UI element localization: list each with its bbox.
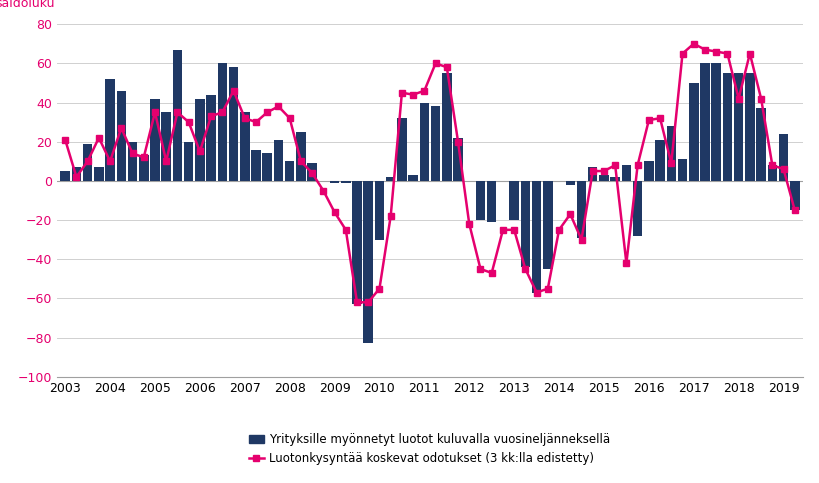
- Bar: [161, 112, 171, 181]
- Bar: [532, 181, 541, 293]
- Bar: [116, 91, 126, 181]
- Bar: [364, 181, 373, 343]
- Bar: [397, 118, 407, 181]
- Bar: [229, 67, 238, 181]
- Bar: [622, 165, 631, 181]
- Bar: [71, 167, 81, 181]
- Bar: [94, 167, 104, 181]
- Bar: [150, 99, 160, 181]
- Bar: [330, 181, 339, 183]
- Bar: [386, 177, 396, 181]
- Bar: [712, 63, 721, 181]
- Bar: [341, 181, 351, 183]
- Bar: [61, 171, 70, 181]
- Bar: [521, 181, 530, 267]
- Bar: [577, 181, 586, 238]
- Bar: [756, 108, 766, 181]
- Bar: [633, 181, 642, 236]
- Bar: [667, 126, 676, 181]
- Bar: [375, 181, 384, 240]
- Bar: [274, 140, 283, 181]
- Bar: [128, 142, 138, 181]
- Bar: [790, 181, 799, 210]
- Bar: [218, 63, 227, 181]
- Bar: [409, 175, 418, 181]
- Bar: [419, 102, 429, 181]
- Bar: [240, 112, 250, 181]
- Bar: [700, 63, 710, 181]
- Bar: [431, 106, 441, 181]
- Bar: [262, 154, 272, 181]
- Bar: [476, 181, 485, 220]
- Bar: [779, 134, 789, 181]
- Bar: [509, 181, 519, 220]
- Bar: [722, 73, 732, 181]
- Bar: [655, 140, 665, 181]
- Bar: [173, 50, 182, 181]
- Bar: [745, 73, 754, 181]
- Bar: [442, 73, 451, 181]
- Legend: Yrityksille myönnetyt luotot kuluvalla vuosineljänneksellä, Luotonkysyntää koske: Yrityksille myönnetyt luotot kuluvalla v…: [245, 428, 615, 470]
- Bar: [600, 175, 609, 181]
- Bar: [83, 143, 93, 181]
- Bar: [184, 142, 193, 181]
- Bar: [352, 181, 362, 304]
- Bar: [543, 181, 553, 269]
- Bar: [453, 138, 463, 181]
- Bar: [307, 163, 317, 181]
- Bar: [251, 150, 260, 181]
- Bar: [644, 161, 654, 181]
- Bar: [588, 167, 598, 181]
- Bar: [678, 159, 687, 181]
- Bar: [767, 165, 777, 181]
- Bar: [734, 73, 744, 181]
- Bar: [195, 99, 205, 181]
- Bar: [206, 95, 216, 181]
- Text: saldoluku: saldoluku: [0, 0, 54, 11]
- Bar: [487, 181, 496, 222]
- Bar: [285, 161, 295, 181]
- Bar: [565, 181, 575, 185]
- Bar: [689, 83, 699, 181]
- Bar: [139, 156, 148, 181]
- Bar: [296, 132, 305, 181]
- Bar: [106, 79, 115, 181]
- Bar: [610, 177, 620, 181]
